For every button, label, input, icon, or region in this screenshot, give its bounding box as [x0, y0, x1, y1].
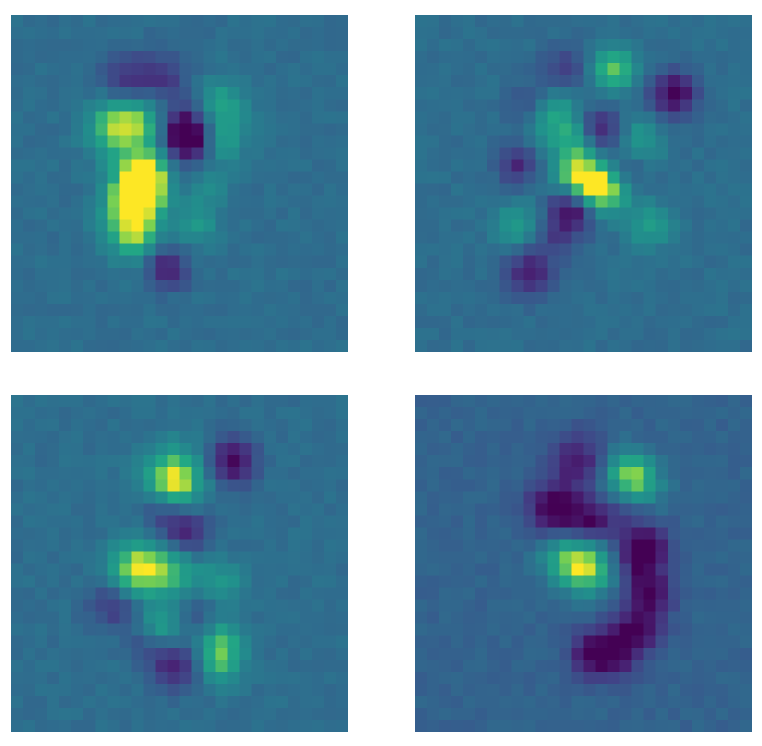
weight-map-image: [415, 15, 752, 352]
weight-map-panel-4: [415, 395, 752, 732]
weight-map-panel-2: [415, 15, 752, 352]
weight-map-panel-1: [11, 15, 348, 352]
weight-map-image: [11, 395, 348, 732]
weight-map-image: [415, 395, 752, 732]
weight-map-panel-3: [11, 395, 348, 732]
weight-map-image: [11, 15, 348, 352]
